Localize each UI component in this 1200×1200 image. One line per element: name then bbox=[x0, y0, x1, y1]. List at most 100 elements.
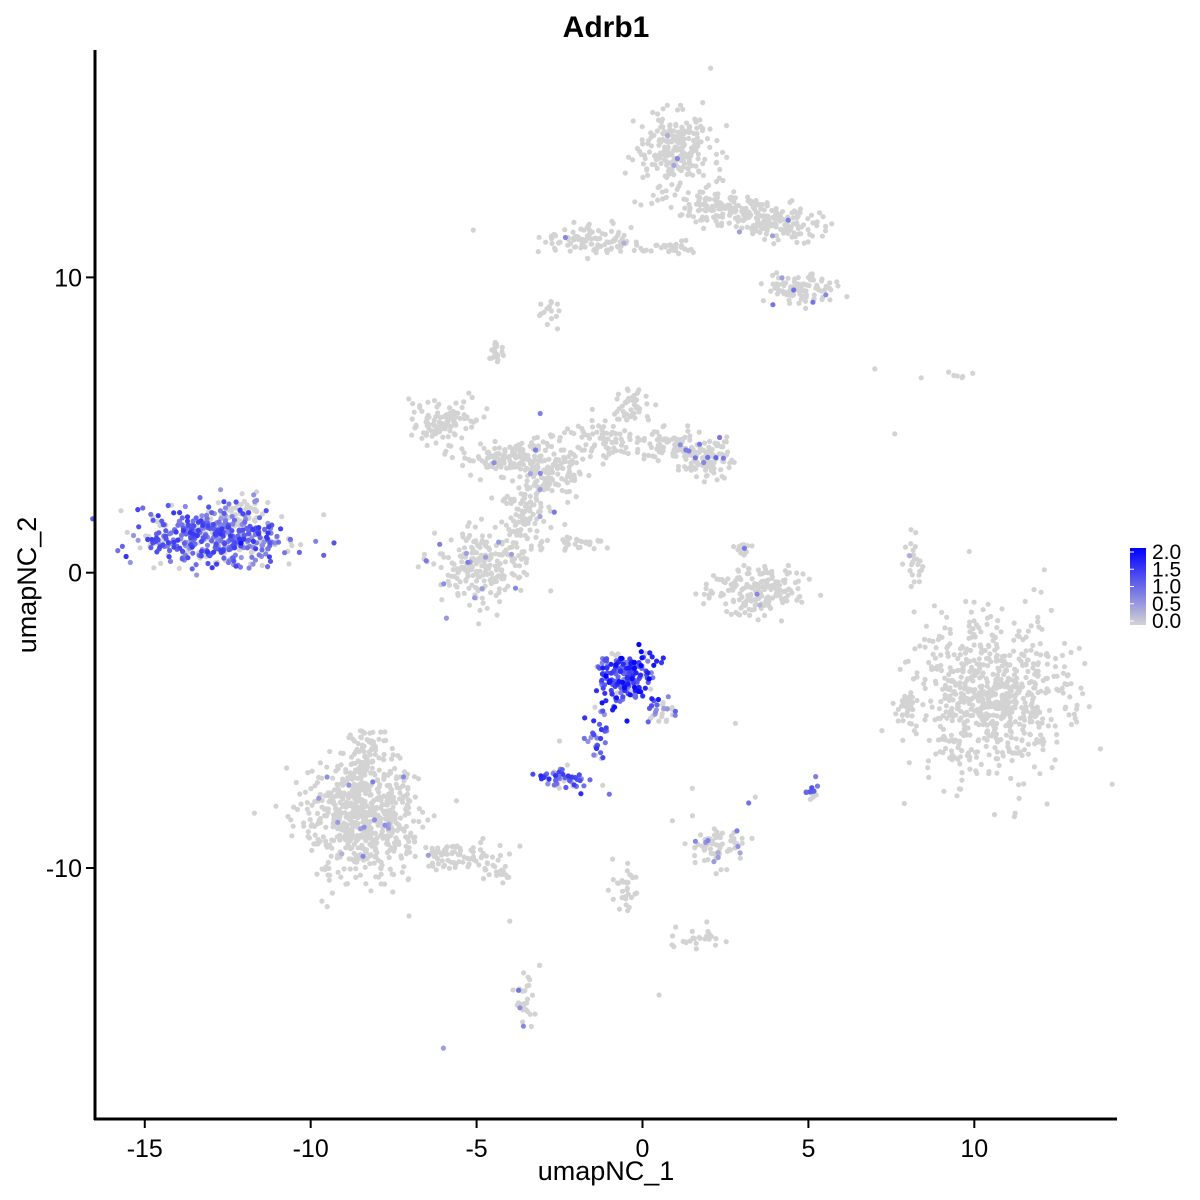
data-point bbox=[495, 857, 501, 863]
data-point bbox=[797, 291, 803, 297]
data-point bbox=[259, 543, 265, 549]
data-point bbox=[734, 828, 740, 834]
data-point bbox=[648, 703, 655, 709]
data-point bbox=[696, 461, 702, 467]
data-point bbox=[502, 587, 508, 593]
data-point bbox=[971, 657, 977, 663]
data-point bbox=[981, 735, 988, 741]
data-point bbox=[663, 717, 670, 723]
data-point bbox=[304, 806, 310, 812]
data-point bbox=[653, 709, 659, 715]
data-point bbox=[171, 544, 177, 550]
data-point bbox=[553, 456, 560, 462]
data-point bbox=[385, 825, 392, 831]
data-point bbox=[181, 540, 187, 546]
data-point bbox=[327, 748, 333, 755]
data-point bbox=[621, 685, 628, 691]
data-point bbox=[749, 835, 755, 842]
data-point bbox=[624, 386, 631, 392]
data-point bbox=[897, 666, 903, 672]
data-point bbox=[473, 858, 479, 864]
data-point bbox=[618, 248, 624, 254]
data-point bbox=[691, 130, 697, 136]
data-point bbox=[755, 567, 762, 573]
data-point bbox=[1037, 652, 1044, 658]
data-point bbox=[980, 700, 986, 706]
data-point bbox=[893, 711, 899, 717]
data-point bbox=[368, 770, 374, 776]
data-point bbox=[638, 202, 644, 208]
data-point bbox=[673, 241, 679, 247]
data-point bbox=[917, 568, 923, 574]
data-point bbox=[551, 451, 557, 457]
data-point bbox=[330, 800, 336, 806]
data-point bbox=[1051, 673, 1057, 680]
data-point bbox=[741, 600, 747, 606]
data-point bbox=[959, 777, 965, 783]
data-point bbox=[782, 595, 788, 602]
data-point bbox=[673, 440, 679, 447]
data-point bbox=[307, 817, 313, 823]
data-point bbox=[620, 661, 627, 667]
data-point bbox=[496, 462, 502, 469]
data-point bbox=[946, 369, 952, 375]
data-point bbox=[656, 446, 662, 452]
data-point bbox=[1064, 682, 1070, 688]
data-point bbox=[338, 762, 344, 768]
x-tick-label: 0 bbox=[636, 1135, 650, 1163]
data-point bbox=[1021, 781, 1027, 787]
data-point bbox=[419, 435, 425, 441]
data-point bbox=[525, 453, 531, 459]
data-point bbox=[664, 132, 671, 139]
data-point bbox=[221, 510, 227, 516]
data-point bbox=[995, 676, 1001, 682]
data-point bbox=[631, 665, 638, 672]
data-point bbox=[165, 540, 172, 546]
data-point bbox=[1035, 662, 1041, 668]
data-point bbox=[967, 668, 973, 675]
data-point bbox=[657, 152, 663, 158]
data-point bbox=[654, 658, 660, 664]
data-point bbox=[610, 423, 616, 429]
data-point bbox=[623, 444, 629, 451]
data-point bbox=[465, 523, 471, 529]
data-point bbox=[356, 792, 362, 798]
data-point bbox=[319, 898, 325, 904]
data-point bbox=[791, 279, 798, 285]
data-point bbox=[902, 544, 909, 550]
data-point bbox=[597, 243, 604, 249]
data-point bbox=[713, 160, 719, 166]
data-point bbox=[1029, 719, 1035, 725]
data-point bbox=[994, 770, 1000, 776]
data-point bbox=[390, 804, 396, 811]
data-point bbox=[367, 841, 373, 847]
data-point bbox=[643, 650, 649, 656]
data-point bbox=[604, 545, 610, 551]
data-point bbox=[363, 881, 369, 887]
data-point bbox=[360, 845, 366, 851]
data-point bbox=[498, 871, 504, 878]
data-point bbox=[713, 151, 720, 157]
data-point bbox=[943, 745, 949, 752]
data-point bbox=[922, 717, 928, 723]
data-point bbox=[168, 530, 174, 536]
y-axis-label: umapNC_2 bbox=[12, 517, 42, 654]
data-point bbox=[701, 601, 707, 607]
data-point bbox=[411, 836, 417, 842]
data-point bbox=[266, 524, 272, 530]
data-point bbox=[729, 207, 735, 213]
data-point bbox=[1054, 739, 1060, 745]
data-point bbox=[612, 411, 618, 417]
data-point bbox=[180, 528, 187, 534]
data-point bbox=[671, 162, 677, 168]
data-point bbox=[387, 866, 393, 872]
data-point bbox=[785, 275, 791, 281]
data-point bbox=[638, 649, 644, 655]
data-point bbox=[1040, 747, 1046, 753]
data-point bbox=[994, 720, 1000, 727]
data-point bbox=[994, 739, 1001, 745]
data-point bbox=[423, 430, 430, 436]
data-point bbox=[992, 727, 998, 733]
x-tick-label: 10 bbox=[960, 1135, 988, 1163]
data-point bbox=[715, 850, 721, 856]
